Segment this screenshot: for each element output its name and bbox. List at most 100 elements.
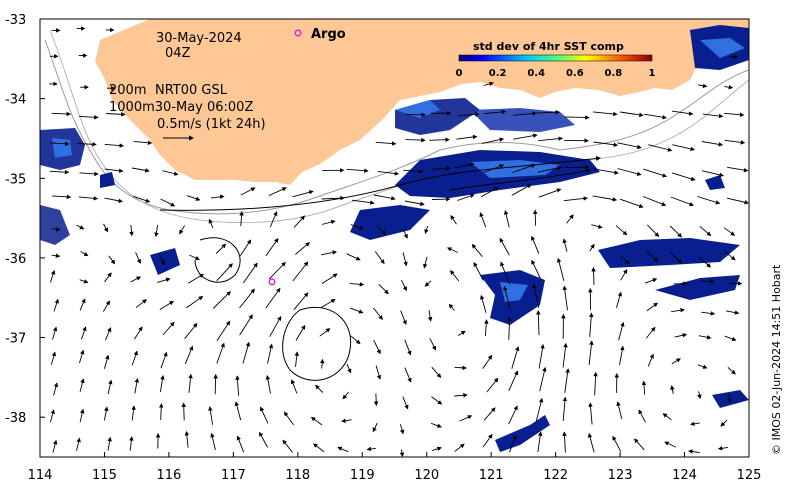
current-vector	[471, 243, 483, 257]
current-vector	[321, 250, 337, 256]
current-vector	[641, 380, 647, 395]
current-vector	[240, 187, 256, 196]
current-vector	[213, 373, 218, 395]
argo-float-marker[interactable]	[268, 278, 276, 286]
current-vector	[216, 263, 233, 282]
x-tick-label: 120	[414, 468, 439, 483]
current-vector	[459, 415, 473, 422]
current-vector	[645, 326, 656, 339]
current-vector	[484, 319, 489, 337]
current-vector	[399, 449, 405, 457]
current-vector	[51, 194, 72, 200]
current-vector	[482, 354, 493, 369]
current-vector	[424, 225, 429, 235]
current-vector	[646, 250, 659, 263]
current-vector	[620, 255, 630, 264]
current-vector	[670, 196, 695, 207]
current-vector	[619, 198, 644, 209]
current-vector	[697, 364, 708, 369]
current-vector	[405, 112, 426, 118]
current-vector	[454, 443, 465, 452]
current-vector	[79, 408, 85, 423]
current-vector	[294, 351, 300, 367]
current-vector	[424, 280, 432, 287]
y-tick-label: -38	[5, 411, 26, 426]
current-vector	[473, 262, 484, 281]
current-vector	[184, 345, 194, 365]
current-vector	[295, 324, 306, 341]
bathymetry-contour-200m	[44, 39, 749, 215]
current-vector	[337, 446, 349, 453]
current-vector	[374, 251, 385, 265]
current-vector	[727, 393, 732, 404]
current-vector	[511, 184, 532, 196]
current-vector	[620, 111, 644, 118]
current-vector	[457, 330, 466, 336]
current-vector	[373, 194, 396, 201]
current-vector	[107, 379, 113, 395]
current-vector	[350, 224, 364, 230]
current-vector	[457, 193, 475, 201]
current-vector	[429, 137, 450, 142]
colorbar-tick-label: 1	[649, 68, 656, 79]
current-vector	[283, 411, 294, 426]
current-vector	[49, 169, 70, 175]
current-vector	[562, 238, 568, 252]
current-vector	[212, 291, 231, 309]
current-vector	[372, 422, 378, 433]
current-vector	[49, 409, 55, 423]
current-vector	[208, 218, 214, 229]
current-vector	[503, 210, 510, 228]
current-vector	[341, 418, 352, 423]
current-vector	[108, 255, 116, 265]
argo-legend-label: Argo	[311, 27, 346, 42]
current-vector	[235, 375, 240, 396]
current-vector	[162, 170, 179, 176]
current-vector	[310, 416, 323, 426]
current-vector	[293, 292, 309, 311]
current-vector	[378, 284, 389, 295]
current-vector	[402, 396, 409, 410]
current-vector	[312, 443, 325, 453]
current-vector	[293, 215, 306, 228]
current-vector	[671, 172, 696, 181]
imos-credit: © IMOS 02-Jun-2024 14:51 Hobart	[770, 264, 783, 455]
current-vector	[483, 109, 507, 115]
current-vector	[591, 224, 603, 229]
current-vector	[210, 432, 216, 451]
current-vector	[76, 224, 85, 230]
current-vector	[723, 250, 736, 261]
current-vector	[646, 302, 659, 312]
current-vector	[321, 273, 338, 284]
current-vector	[260, 406, 269, 424]
current-vector	[531, 235, 540, 254]
sst-variability-patches	[40, 25, 749, 452]
depth-200-label: 200m	[109, 83, 146, 98]
current-vector	[508, 405, 518, 425]
current-vector	[564, 368, 570, 393]
current-vector	[104, 168, 124, 174]
current-vector	[589, 243, 595, 252]
current-vector	[643, 168, 668, 178]
current-vector	[638, 409, 646, 423]
x-tick-label: 118	[285, 468, 310, 483]
current-vector	[513, 111, 538, 116]
current-vector	[399, 424, 405, 435]
current-vector	[644, 113, 667, 120]
current-vector	[486, 377, 499, 393]
current-vector	[79, 378, 85, 392]
current-vector	[239, 211, 244, 227]
current-vector	[131, 350, 138, 366]
current-vector	[513, 133, 538, 140]
x-tick-label: 119	[350, 468, 375, 483]
current-vector	[50, 141, 70, 146]
current-vector	[315, 384, 324, 393]
current-vector	[669, 251, 683, 264]
current-vector	[727, 166, 749, 173]
current-vector	[483, 81, 494, 87]
current-vector	[564, 115, 590, 120]
product-label: NRT00 GSL	[155, 83, 228, 98]
current-vector	[430, 166, 451, 171]
current-vector	[538, 136, 563, 142]
